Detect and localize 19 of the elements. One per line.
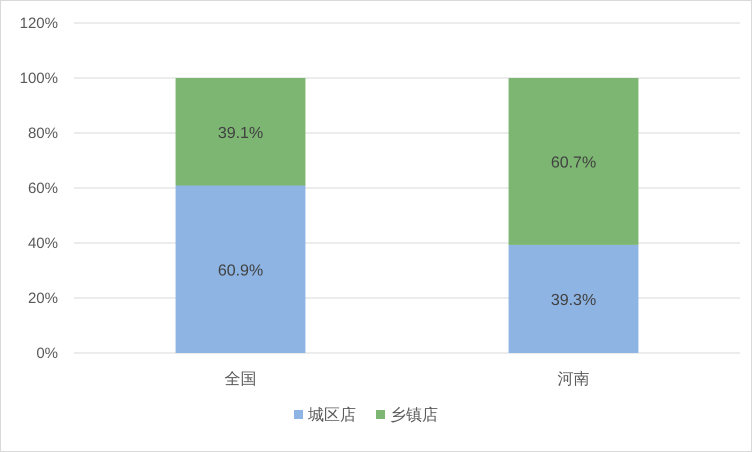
data-label: 39.1% (218, 124, 264, 142)
y-tick-label: 60% (28, 180, 58, 197)
y-tick-label: 80% (28, 125, 58, 142)
bar (508, 78, 638, 245)
y-tick-label: 100% (20, 70, 58, 87)
data-label: 60.9% (218, 262, 264, 280)
data-label: 39.3% (550, 292, 596, 309)
legend-label: 城区店 (307, 406, 356, 424)
x-tick-label: 河南 (558, 370, 590, 388)
bar (176, 78, 306, 186)
legend-label: 乡镇店 (390, 406, 438, 424)
data-label: 60.7% (550, 154, 596, 172)
y-tick-label: 0% (36, 345, 58, 362)
bar (176, 186, 306, 353)
y-tick-label: 20% (28, 290, 58, 307)
y-tick-label: 120% (20, 15, 58, 32)
x-tick-label: 全国 (224, 371, 256, 388)
bar (508, 244, 638, 353)
y-tick-label: 40% (28, 235, 58, 252)
